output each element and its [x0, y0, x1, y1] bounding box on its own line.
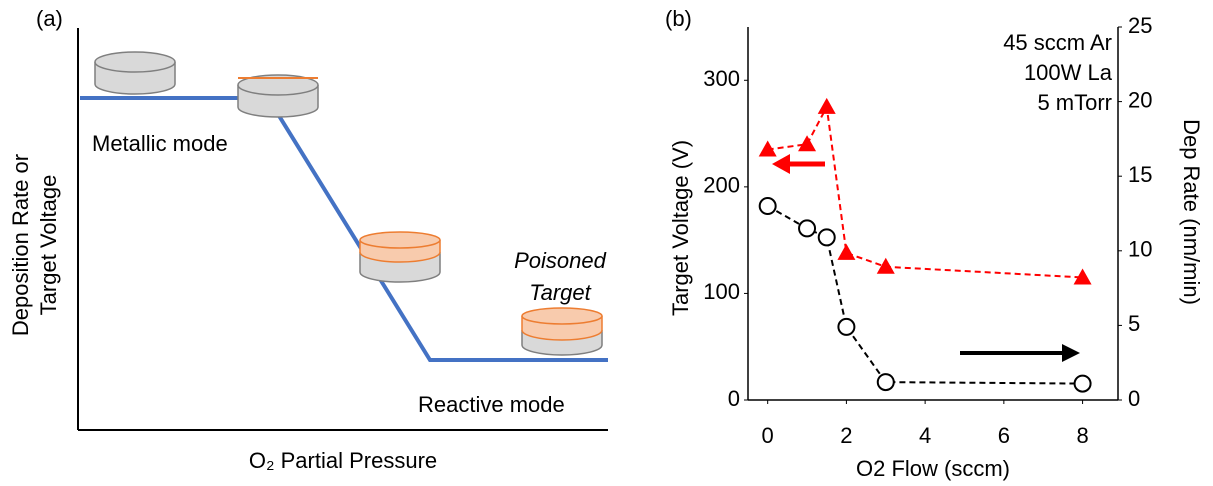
annotation: Metallic mode [92, 131, 228, 156]
target-icon [94, 51, 176, 95]
y2-tick-label: 0 [1128, 386, 1140, 411]
panel-label: (b) [665, 6, 692, 31]
y2-tick-label: 25 [1128, 13, 1152, 38]
target-icon [237, 74, 319, 118]
marker [837, 317, 856, 336]
marker [758, 140, 777, 157]
annotation: Reactive mode [418, 392, 565, 417]
x-tick-label: 4 [919, 423, 931, 448]
y-tick-label: 0 [728, 386, 740, 411]
annotation: Target [529, 280, 591, 305]
series-line [767, 103, 1083, 279]
arrow [960, 344, 1080, 362]
target-icon [359, 231, 441, 283]
y-axis-label: Target Voltage (V) [668, 140, 693, 316]
marker [817, 97, 836, 114]
target-icon [521, 307, 603, 356]
y-tick-label: 100 [703, 279, 740, 304]
marker [876, 257, 895, 274]
marker [817, 228, 836, 247]
marker [758, 197, 777, 216]
marker [837, 243, 856, 260]
marker [798, 219, 817, 238]
y2-tick-label: 5 [1128, 311, 1140, 336]
marker [798, 135, 817, 152]
y-axis-label: Deposition Rate or [8, 154, 33, 336]
y2-tick-label: 15 [1128, 162, 1152, 187]
y2-tick-label: 10 [1128, 237, 1152, 262]
annotation: 100W La [1024, 60, 1113, 85]
marker [876, 373, 895, 392]
x-axis-label: O₂ Partial Pressure [249, 448, 437, 473]
annotation: 45 sccm Ar [1003, 30, 1112, 55]
marker [1073, 374, 1092, 393]
x-tick-label: 6 [998, 423, 1010, 448]
y-tick-label: 200 [703, 173, 740, 198]
y-axis-label: Target Voltage [36, 175, 61, 316]
x-tick-label: 2 [840, 423, 852, 448]
x-axis-label: O2 Flow (sccm) [856, 456, 1010, 481]
schematic-panel: (a) Deposition Rate or Target Voltage O₂… [8, 6, 608, 473]
y2-tick-label: 20 [1128, 87, 1152, 112]
x-tick-label: 8 [1076, 423, 1088, 448]
y2-axis-label: Dep Rate (nm/min) [1179, 119, 1204, 305]
panel-label: (a) [36, 6, 63, 31]
annotation: Poisoned [514, 248, 607, 273]
marker [1073, 268, 1092, 285]
series-line [767, 205, 1083, 385]
trend-line [80, 96, 608, 362]
y-tick-label: 300 [703, 66, 740, 91]
x-tick-label: 0 [762, 423, 774, 448]
arrow [772, 154, 825, 174]
annotation: 5 mTorr [1037, 90, 1112, 115]
